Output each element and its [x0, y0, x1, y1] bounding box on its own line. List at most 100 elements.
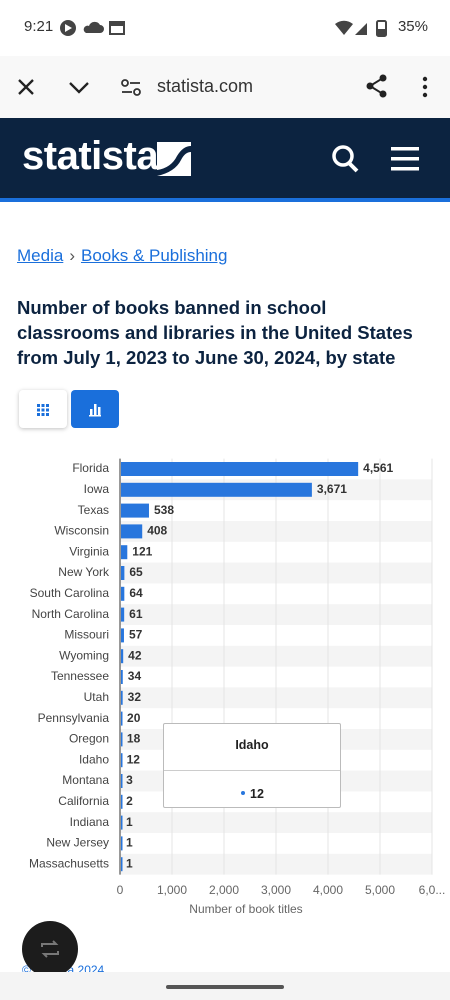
tooltip-title: Idaho — [235, 738, 269, 752]
chart-view-button[interactable] — [71, 390, 119, 428]
bar — [121, 711, 123, 726]
logo-mark — [157, 142, 191, 176]
x-tick-label: 0 — [117, 883, 124, 897]
value-label: 538 — [154, 503, 174, 517]
y-tick-label: Iowa — [84, 482, 110, 496]
x-tick-label: 5,000 — [365, 883, 395, 897]
chart: 0 1,000 2,000 3,000 4,000 5,000 6,0... Number o… — [29, 458, 446, 916]
y-tick-label: New Jersey — [46, 836, 109, 850]
y-tick-label: California — [58, 794, 109, 808]
y-tick-label: Indiana — [70, 815, 110, 829]
bar — [121, 503, 149, 518]
chart-icon — [89, 404, 101, 417]
bar — [121, 794, 123, 809]
y-tick-label: Oregon — [69, 732, 109, 746]
value-label: 64 — [129, 586, 143, 600]
y-tick-label: Virginia — [69, 544, 109, 558]
x-tick-label: 3,000 — [261, 883, 291, 897]
breadcrumb-link[interactable]: Media — [17, 246, 64, 265]
bar — [121, 628, 124, 643]
bar — [121, 815, 123, 830]
site-settings-icon[interactable] — [121, 78, 143, 98]
y-tick-label: Tennessee — [51, 669, 109, 683]
tooltip-dot — [241, 791, 245, 795]
signal-icons — [335, 20, 387, 37]
x-tick-label: 6,0... — [419, 883, 446, 897]
y-tick-label: Pennsylvania — [38, 711, 110, 725]
value-label: 1 — [126, 856, 133, 870]
table-view-button[interactable] — [19, 390, 67, 428]
status-icons — [60, 20, 125, 36]
bar — [121, 753, 123, 768]
value-label: 18 — [127, 732, 141, 746]
bar — [121, 586, 125, 601]
grid-icon — [37, 404, 49, 416]
bar — [121, 566, 125, 580]
bar — [121, 836, 123, 851]
y-tick-label: Utah — [84, 690, 109, 704]
y-tick-label: Massachusetts — [29, 856, 109, 870]
value-label: 3,671 — [317, 482, 347, 496]
tooltip: Idaho 12 — [163, 723, 341, 808]
value-label: 61 — [129, 607, 143, 621]
y-tick-label: Florida — [72, 461, 109, 475]
value-label: 4,561 — [363, 461, 393, 475]
url[interactable]: statista.com — [157, 76, 254, 96]
gesture-handle[interactable] — [166, 985, 284, 989]
breadcrumb-separator: › — [69, 246, 75, 265]
y-tick-label: New York — [58, 565, 110, 579]
breadcrumb: Media › Books & Publishing — [17, 246, 227, 266]
value-label: 2 — [126, 794, 133, 808]
bar — [121, 732, 123, 747]
value-label: 32 — [128, 690, 142, 704]
value-label: 3 — [126, 773, 133, 787]
value-label: 42 — [128, 648, 142, 662]
y-tick-label: Idaho — [79, 752, 109, 766]
value-label: 20 — [127, 711, 141, 725]
y-tick-label: North Carolina — [32, 607, 110, 621]
clock: 9:21 — [24, 18, 54, 35]
bar — [121, 690, 123, 705]
value-label: 34 — [128, 669, 142, 683]
y-tick-label: Wisconsin — [54, 524, 109, 538]
value-label: 57 — [129, 628, 143, 642]
browser-bar: statista.com — [0, 56, 450, 118]
battery: 35% — [397, 18, 428, 35]
status-bar: 9:21 35% — [0, 0, 450, 56]
bar — [121, 607, 125, 622]
y-tick-label: South Carolina — [30, 586, 110, 600]
bar — [121, 857, 123, 872]
tooltip-divider — [164, 770, 340, 771]
bar — [121, 670, 123, 684]
value-label: 1 — [126, 836, 133, 850]
bar — [121, 462, 359, 476]
x-tick-label: 2,000 — [209, 883, 239, 897]
share-menu-icons[interactable] — [366, 74, 436, 100]
value-label: 121 — [132, 544, 152, 558]
value-label: 65 — [129, 565, 143, 579]
x-tick-label: 1,000 — [157, 883, 187, 897]
value-label: 1 — [126, 815, 133, 829]
bar — [121, 774, 123, 788]
bar — [121, 482, 312, 497]
y-tick-label: Montana — [62, 773, 109, 787]
bar — [121, 649, 124, 664]
breadcrumb-link[interactable]: Books & Publishing — [80, 246, 228, 265]
value-label: 408 — [147, 524, 167, 538]
tooltip-value: 12 — [250, 787, 264, 801]
y-tick-label: Texas — [78, 503, 109, 517]
x-tick-label: 4,000 — [313, 883, 343, 897]
y-tick-label: Missouri — [64, 628, 109, 642]
header-icons[interactable] — [330, 144, 422, 174]
x-axis-title: Number of book titles — [189, 902, 302, 916]
value-label: 12 — [127, 752, 141, 766]
bar — [121, 524, 143, 539]
logo[interactable]: statista — [22, 134, 159, 178]
browser-icons[interactable] — [16, 76, 106, 100]
bar — [121, 545, 128, 560]
chart-title: Number of books banned in school classro… — [17, 297, 413, 368]
y-tick-label: Wyoming — [59, 648, 109, 662]
site-header: statista — [0, 118, 450, 202]
floating-button[interactable] — [21, 920, 79, 978]
